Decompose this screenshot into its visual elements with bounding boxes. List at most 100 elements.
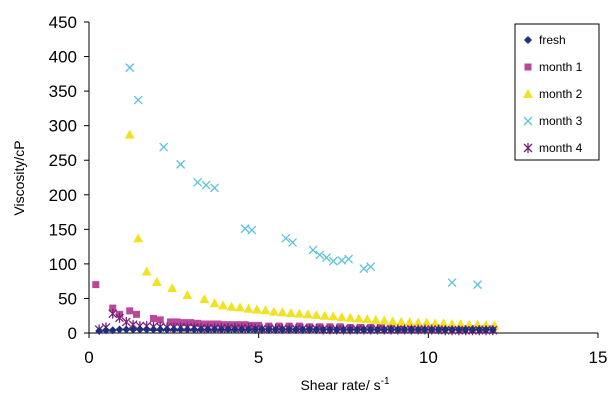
point-month-3 (328, 256, 338, 266)
legend-item-month-2: month 2 (523, 87, 583, 101)
point-month-1 (156, 316, 164, 324)
point-month-1 (479, 325, 487, 333)
legend-label-month-3: month 3 (539, 114, 583, 128)
legend-label-month-4: month 4 (539, 141, 583, 155)
point-month-2 (319, 310, 330, 320)
point-fresh (475, 325, 484, 334)
point-fresh (482, 325, 491, 334)
point-fresh (312, 325, 321, 334)
point-fresh (169, 325, 178, 334)
point-fresh (441, 325, 450, 334)
point-month-1 (109, 304, 117, 312)
point-fresh (325, 325, 334, 334)
point-fresh (176, 325, 185, 334)
x-tick-label: 15 (589, 348, 608, 367)
point-month-3 (359, 264, 369, 274)
point-month-3 (447, 278, 457, 288)
point-month-1 (92, 281, 100, 289)
point-fresh (163, 325, 172, 334)
point-fresh (298, 325, 307, 334)
point-month-3 (281, 233, 291, 243)
point-month-2 (370, 314, 381, 324)
data-markers (92, 63, 500, 336)
point-fresh (196, 325, 205, 334)
point-month-1 (180, 319, 188, 327)
point-month-2 (362, 314, 373, 324)
point-fresh (400, 325, 409, 334)
y-tick-label: 450 (49, 13, 77, 32)
point-month-1 (356, 323, 364, 331)
point-fresh (468, 325, 477, 334)
point-fresh (407, 325, 416, 334)
y-ticks: 0 50 100 150 200 250 300 350 400 450 (49, 13, 89, 343)
legend-marker-month-2 (523, 89, 533, 98)
legend-item-month-4: month 4 (523, 141, 583, 155)
point-month-1 (187, 319, 195, 327)
point-fresh (258, 325, 267, 334)
point-fresh (319, 325, 328, 334)
point-month-2 (243, 303, 254, 313)
point-fresh (359, 325, 368, 334)
point-fresh (353, 325, 362, 334)
x-tick-label: 10 (419, 348, 438, 367)
x-ticks: 0 5 10 15 (84, 333, 607, 367)
point-month-2 (209, 298, 220, 308)
point-month-1 (149, 314, 157, 322)
point-month-1 (126, 307, 134, 315)
point-fresh (305, 325, 314, 334)
series-month-3 (125, 63, 482, 290)
point-fresh (203, 325, 212, 334)
point-month-2 (251, 304, 262, 314)
point-month-3 (133, 95, 143, 105)
point-month-2 (285, 307, 296, 317)
point-month-2 (336, 312, 347, 322)
point-month-1 (458, 325, 466, 333)
point-fresh (224, 325, 233, 334)
point-fresh (427, 325, 436, 334)
point-month-4 (108, 308, 118, 319)
point-month-2 (404, 316, 415, 326)
point-fresh (271, 325, 280, 334)
point-fresh (448, 325, 457, 334)
point-fresh (461, 325, 470, 334)
point-month-2 (379, 315, 390, 325)
point-fresh (285, 325, 294, 334)
point-fresh (339, 325, 348, 334)
point-month-2 (218, 300, 229, 310)
y-tick-label: 400 (49, 48, 77, 67)
legend-item-month-3: month 3 (523, 114, 583, 128)
x-axis-title-text: Shear rate/ s (300, 377, 380, 393)
point-fresh (332, 325, 341, 334)
point-month-4 (121, 316, 131, 327)
point-month-3 (176, 159, 186, 169)
y-tick-label: 300 (49, 117, 77, 136)
point-month-2 (438, 318, 449, 328)
legend-label-month-2: month 2 (539, 87, 583, 101)
x-axis-title: Shear rate/ s-1 (300, 376, 389, 393)
y-tick-label: 100 (49, 255, 77, 274)
legend-marker-month-1 (524, 63, 532, 71)
point-month-3 (337, 255, 347, 265)
point-month-2 (455, 319, 466, 329)
point-month-2 (294, 308, 305, 318)
point-month-2 (345, 312, 356, 322)
point-month-2 (387, 316, 398, 326)
point-month-2 (226, 301, 237, 311)
point-fresh (454, 325, 463, 334)
y-axis-title: Viscosity/cP (11, 140, 27, 215)
point-fresh (135, 325, 144, 334)
point-fresh (142, 325, 151, 334)
point-month-2 (430, 318, 441, 328)
point-month-3 (210, 183, 220, 193)
point-month-2 (396, 316, 407, 326)
point-month-3 (366, 262, 376, 272)
point-month-1 (418, 324, 426, 332)
point-fresh (414, 325, 423, 334)
point-fresh (210, 325, 219, 334)
point-fresh (278, 325, 287, 334)
series-month-2 (124, 129, 500, 330)
y-tick-label: 250 (49, 151, 77, 170)
point-month-2 (481, 319, 492, 329)
point-month-1 (377, 323, 385, 331)
